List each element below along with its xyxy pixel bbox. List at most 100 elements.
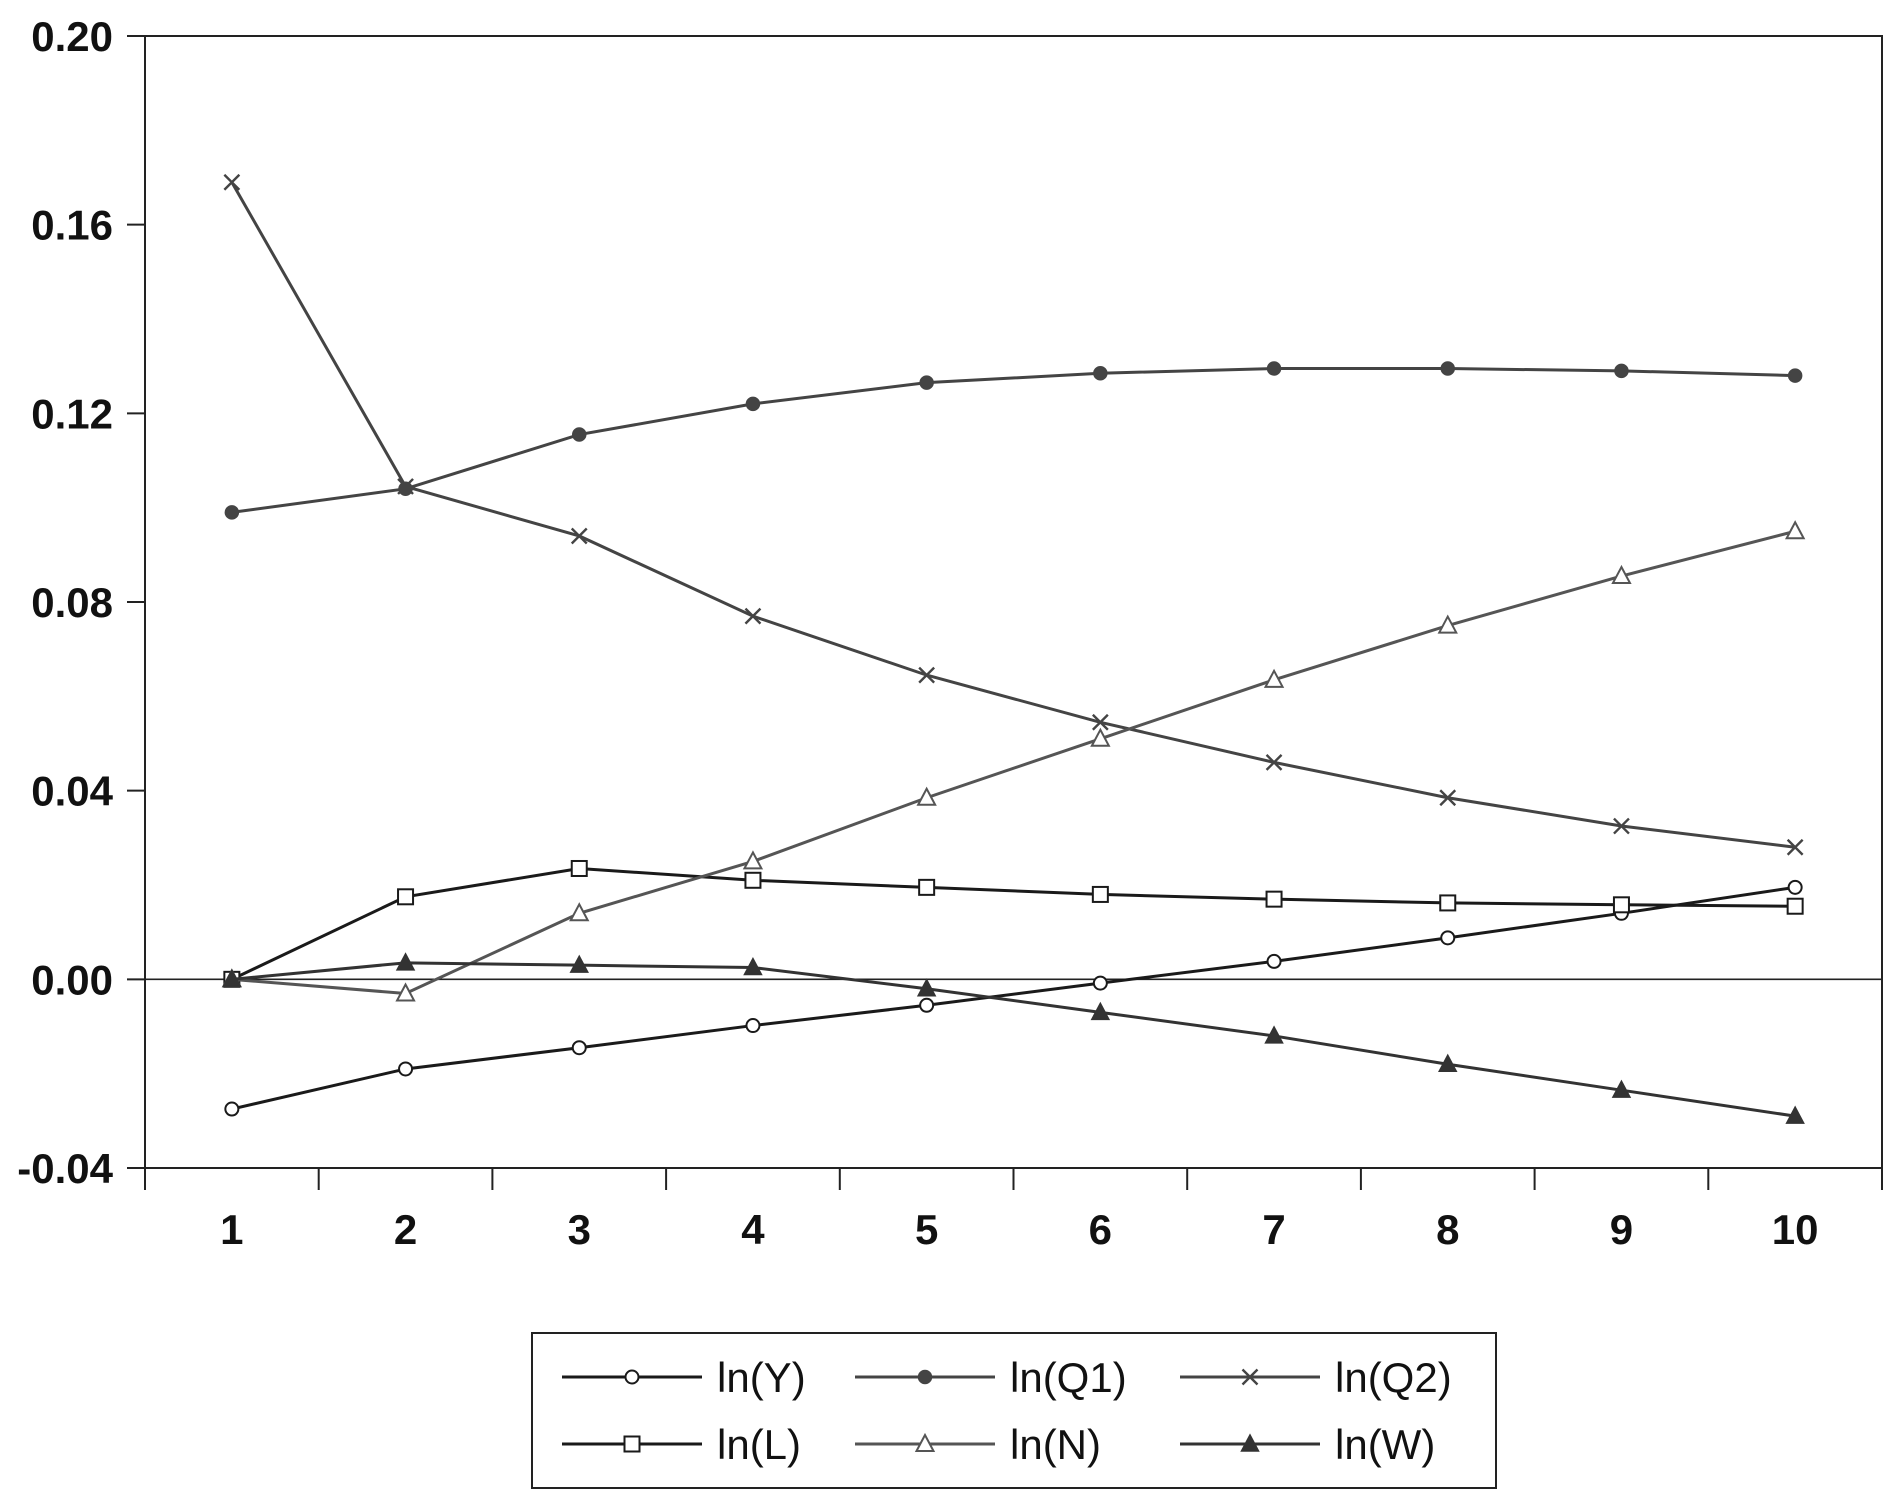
legend-item-ln-q1: ln(Q1) xyxy=(855,1354,1127,1401)
data-point-ln-w xyxy=(222,968,242,988)
data-point-ln-y xyxy=(1266,953,1282,969)
data-point-ln-l xyxy=(1091,885,1109,903)
legend-label: ln(Q2) xyxy=(1335,1354,1452,1401)
data-point-ln-q1 xyxy=(1440,361,1455,376)
legend-item-ln-n: ln(N) xyxy=(855,1421,1101,1468)
data-point-ln-q1 xyxy=(1614,363,1629,379)
legend-label: ln(Y) xyxy=(717,1354,806,1401)
x-tick-label: 9 xyxy=(1610,1206,1633,1253)
data-point-ln-l xyxy=(744,871,762,889)
data-point-ln-l xyxy=(397,888,415,906)
data-point-ln-n xyxy=(916,786,937,806)
data-point-ln-q2 xyxy=(1786,838,1804,856)
legend-label: ln(N) xyxy=(1010,1421,1101,1468)
data-point-ln-w xyxy=(1785,1105,1805,1124)
data-point-ln-w xyxy=(1090,1001,1111,1021)
data-point-ln-l xyxy=(1439,894,1457,912)
data-point-ln-n xyxy=(1090,727,1111,747)
data-point-ln-l xyxy=(918,878,936,896)
x-tick-label: 6 xyxy=(1089,1206,1112,1253)
data-point-ln-q2 xyxy=(397,478,414,495)
data-point-ln-q2 xyxy=(744,607,762,625)
data-point-ln-y xyxy=(398,1061,414,1077)
data-point-ln-w xyxy=(1438,1053,1458,1072)
legend-item-ln-l: ln(L) xyxy=(562,1421,801,1468)
series-line-ln-q2 xyxy=(230,181,1796,849)
series-line-ln-n xyxy=(231,529,1796,996)
legend-marker xyxy=(1241,1368,1259,1386)
data-point-ln-q2 xyxy=(1439,789,1457,807)
data-point-ln-q2 xyxy=(1265,754,1283,771)
data-point-ln-l xyxy=(1786,897,1804,915)
data-point-ln-n xyxy=(569,902,590,922)
data-point-ln-l xyxy=(1612,896,1630,914)
data-point-ln-y xyxy=(1440,930,1456,946)
legend-frame xyxy=(531,1332,1497,1489)
data-point-ln-y xyxy=(745,1018,761,1034)
data-point-ln-n xyxy=(1263,668,1285,688)
legend-item-ln-q2: ln(Q2) xyxy=(1180,1354,1452,1401)
legend-marker xyxy=(914,1432,936,1452)
data-point-ln-y xyxy=(571,1040,587,1056)
series-layer xyxy=(221,173,1806,1124)
x-tick-label: 1 xyxy=(220,1206,243,1253)
data-point-ln-y xyxy=(224,1101,240,1117)
legend-item-ln-w: ln(W) xyxy=(1180,1421,1435,1468)
data-point-ln-y xyxy=(919,997,935,1013)
data-point-ln-q1 xyxy=(572,427,587,442)
series-ln-q2 xyxy=(223,173,1804,856)
data-point-ln-q1 xyxy=(919,375,934,390)
data-point-ln-q2 xyxy=(570,527,588,545)
y-axis: 0.20 0.16 0.12 0.08 0.04 0.00 -0.04 xyxy=(17,13,145,1192)
data-point-ln-n xyxy=(742,850,764,870)
y-tick-label: 0.04 xyxy=(31,768,113,815)
data-point-ln-q2 xyxy=(1613,817,1630,835)
data-point-ln-n xyxy=(1784,520,1806,540)
data-point-ln-l xyxy=(570,859,588,877)
x-tick-label: 10 xyxy=(1772,1206,1819,1253)
legend-label: ln(L) xyxy=(717,1421,801,1468)
legend-marker xyxy=(623,1435,641,1453)
x-tick-label: 7 xyxy=(1262,1206,1285,1253)
x-tick-label: 3 xyxy=(568,1206,591,1253)
y-tick-label: 0.20 xyxy=(31,13,113,60)
y-tick-label: -0.04 xyxy=(17,1145,113,1192)
y-tick-label: 0.08 xyxy=(31,579,113,626)
x-tick-label: 2 xyxy=(394,1206,417,1253)
legend-label: ln(Q1) xyxy=(1010,1354,1127,1401)
data-point-ln-q2 xyxy=(223,173,241,191)
x-tick-label: 8 xyxy=(1436,1206,1459,1253)
data-point-ln-q1 xyxy=(745,396,761,412)
data-point-ln-q2 xyxy=(1092,713,1109,731)
data-point-ln-n xyxy=(1437,614,1458,634)
data-point-ln-w xyxy=(916,978,937,997)
legend-marker xyxy=(917,1369,933,1385)
x-axis: 1 2 3 4 5 6 7 8 9 10 xyxy=(144,1168,1883,1253)
data-point-ln-w xyxy=(395,952,416,971)
data-point-ln-n xyxy=(1611,564,1632,585)
data-point-ln-q1 xyxy=(224,505,240,520)
data-point-ln-w xyxy=(1611,1079,1632,1098)
data-point-ln-q1 xyxy=(1266,361,1282,376)
y-tick-label: 0.16 xyxy=(31,202,113,249)
series-line-ln-w xyxy=(231,961,1796,1118)
data-point-ln-q1 xyxy=(1787,368,1803,383)
y-tick-label: 0.12 xyxy=(31,390,113,437)
legend-marker xyxy=(624,1369,640,1385)
data-point-ln-y xyxy=(1092,975,1108,991)
series-line-ln-y xyxy=(231,885,1796,1111)
legend-label: ln(W) xyxy=(1335,1421,1435,1468)
legend-marker xyxy=(1240,1433,1260,1452)
series-line-ln-l xyxy=(231,866,1796,981)
data-point-ln-w xyxy=(569,954,589,973)
data-point-ln-n xyxy=(395,982,416,1002)
data-point-ln-q2 xyxy=(918,666,935,684)
data-point-ln-l xyxy=(1265,890,1283,908)
legend-item-ln-y: ln(Y) xyxy=(562,1354,806,1401)
series-ln-y xyxy=(224,879,1803,1117)
data-point-ln-q1 xyxy=(1093,365,1108,381)
series-ln-w xyxy=(222,952,1805,1124)
x-tick-label: 5 xyxy=(915,1206,938,1253)
legend: ln(Y) ln(Q1) ln(Q2) ln(L) ln(N) ln(W) xyxy=(531,1332,1497,1489)
